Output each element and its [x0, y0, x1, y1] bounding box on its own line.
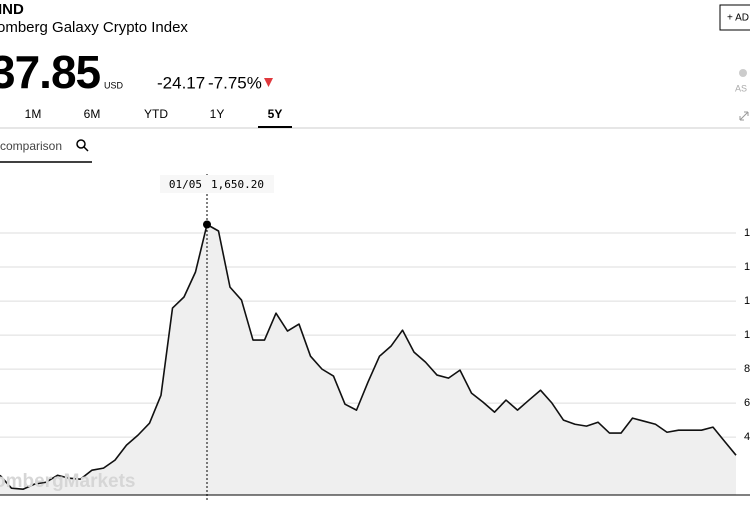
y-tick-label: 1,000	[744, 329, 750, 341]
highlight-point	[203, 220, 211, 229]
y-tick-label: 1,400	[744, 261, 750, 273]
price-line	[0, 223, 737, 491]
plot: 400 600 800 1,000 1,200 1,400 1,600 01/05 1,650.…	[0, 174, 750, 500]
y-tick-label: 800	[744, 363, 750, 375]
expand-icon[interactable]	[739, 111, 749, 121]
tab[interactable]: 1M	[25, 107, 42, 121]
search-icon-handle	[83, 146, 89, 152]
tooltip-bg	[160, 175, 274, 193]
index-name: omberg Galaxy Crypto Index	[0, 19, 188, 36]
tab[interactable]: YTD	[144, 107, 168, 121]
status-dot	[739, 69, 747, 77]
y-tick-label: 400	[744, 431, 750, 443]
tab[interactable]: 6M	[84, 107, 101, 121]
add-button[interactable]	[719, 4, 750, 31]
status: AS	[735, 83, 747, 93]
y-tick-label: 1,600	[744, 227, 750, 239]
tooltip-date: 01/05	[169, 178, 202, 191]
add-label: + AD	[727, 13, 749, 24]
tab[interactable]: 1Y	[210, 107, 225, 121]
price: 37.85	[0, 46, 101, 98]
change-pct: -7.75%	[208, 73, 262, 92]
y-tick-label: 1,200	[744, 295, 750, 307]
currency: USD	[104, 80, 124, 90]
change: -24.17	[157, 73, 205, 92]
y-tick-label: 600	[744, 397, 750, 409]
area-fill	[0, 224, 736, 495]
ticker: IND	[0, 1, 24, 18]
tabs: 1M 6M YTD 1Y 5Y	[25, 107, 292, 128]
watermark: ombergMarkets	[0, 471, 136, 492]
tooltip-value: 1,650.20	[211, 178, 264, 191]
search-icon[interactable]	[76, 139, 86, 149]
tab[interactable]: 5Y	[268, 107, 283, 121]
search-placeholder: comparison	[0, 139, 62, 153]
down-arrow	[264, 78, 273, 87]
